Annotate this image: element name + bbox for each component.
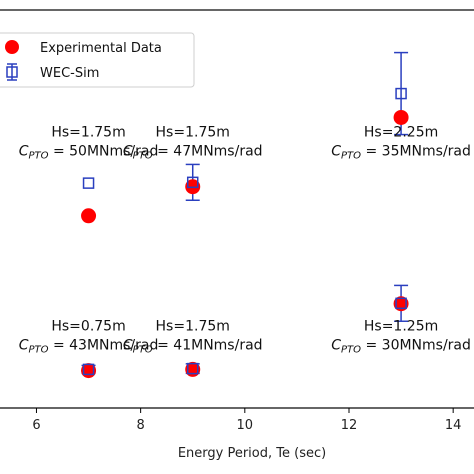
annotation-5: Hs=1.25m CPTO = 30MNms/rad — [331, 318, 471, 355]
wecsim-point — [186, 176, 199, 189]
annotation-1: Hs=1.75m CPTO = 47MNms/rad — [123, 125, 263, 162]
x-tick-label-6: 6 — [32, 418, 40, 433]
plot-frame — [0, 9, 474, 409]
annotation-wave-height: Hs=1.25m — [364, 318, 438, 334]
annotation-wave-height: Hs=1.75m — [156, 318, 230, 334]
legend: Experimental Data WEC-Sim — [0, 32, 195, 88]
wecsim-point — [395, 297, 407, 310]
annotation-3: Hs=0.75m CPTO = 43MNms/rad — [19, 318, 159, 355]
annotation-0: Hs=1.75m CPTO = 50MNms/rad — [19, 125, 159, 162]
x-axis: 6 8 10 12 14 — [32, 408, 461, 433]
experimental-point — [81, 208, 97, 224]
x-tick-label-14: 14 — [445, 418, 462, 433]
x-axis-label: Energy Period, Te (sec) — [178, 446, 326, 461]
legend-box — [0, 32, 195, 88]
x-tick-label-8: 8 — [136, 418, 144, 433]
legend-marker-wecsim — [6, 63, 18, 81]
experimental-point — [393, 109, 409, 125]
annotation-damping: CPTO = 47MNms/rad — [123, 144, 263, 162]
annotation-damping: CPTO = 43MNms/rad — [19, 337, 159, 355]
wecsim-point — [395, 87, 407, 100]
annotation-wave-height: Hs=1.75m — [51, 125, 125, 141]
annotation-wave-height: Hs=2.25m — [364, 125, 438, 141]
legend-marker-experimental — [5, 40, 19, 54]
experimental-point — [393, 296, 409, 312]
annotation-damping: CPTO = 41MNms/rad — [123, 337, 263, 355]
annotations-layer: Hs=1.75m CPTO = 50MNms/rad Hs=1.75m CPTO = … — [19, 125, 471, 356]
markers-layer — [81, 87, 409, 379]
annotation-damping: CPTO = 30MNms/rad — [331, 337, 471, 355]
annotation-4: Hs=1.75m CPTO = 41MNms/rad — [123, 318, 263, 355]
errorbars-layer — [81, 51, 409, 375]
wecsim-point — [82, 363, 95, 376]
x-tick-label-12: 12 — [341, 418, 358, 433]
legend-label-experimental: Experimental Data — [40, 41, 162, 56]
annotation-wave-height: Hs=0.75m — [51, 318, 125, 334]
x-tick-label-10: 10 — [237, 418, 254, 433]
annotation-wave-height: Hs=1.75m — [156, 125, 230, 141]
annotation-damping: CPTO = 35MNms/rad — [331, 144, 471, 162]
legend-label-wecsim: WEC-Sim — [40, 66, 99, 81]
wecsim-point — [186, 362, 199, 375]
annotation-damping: CPTO = 50MNms/rad — [19, 144, 159, 162]
wecsim-point — [82, 177, 95, 189]
annotation-2: Hs=2.25m CPTO = 35MNms/rad — [331, 125, 471, 162]
